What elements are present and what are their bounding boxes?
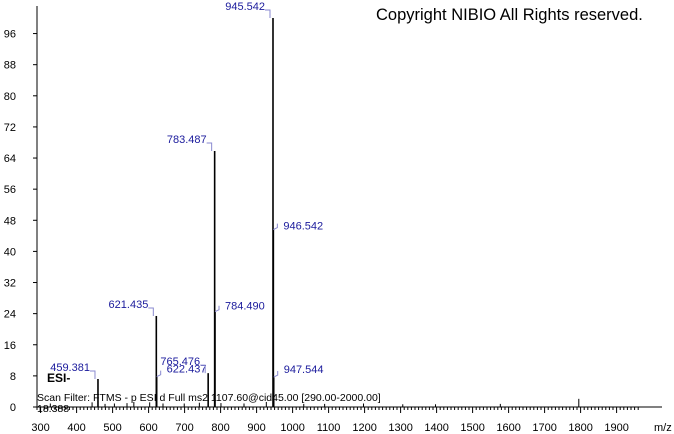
x-tick-label: 800 <box>211 422 229 434</box>
x-tick-label: 1000 <box>280 422 304 434</box>
peak-label-connector <box>156 370 162 378</box>
scan-filter-text: Scan Filter: FTMS - p ESI d Full ms2 110… <box>37 392 381 404</box>
peak-label: 946.542 <box>283 221 323 233</box>
x-tick-label: 1800 <box>568 422 592 434</box>
y-tick-label: 32 <box>4 278 16 290</box>
y-tick-label: 40 <box>4 246 16 258</box>
y-tick-label: 88 <box>4 60 16 72</box>
x-tick-label: 400 <box>67 422 85 434</box>
y-tick-label: 80 <box>4 91 16 103</box>
peak-label: 765.476 <box>160 356 200 368</box>
y-tick-label: 8 <box>10 371 16 383</box>
peak-label-connector <box>264 9 271 18</box>
x-tick-label: 1600 <box>496 422 520 434</box>
x-tick-label: 500 <box>103 422 121 434</box>
x-unit-label: m/z <box>654 422 672 434</box>
peak-label-connector <box>89 370 96 379</box>
x-tick-label: 1400 <box>424 422 448 434</box>
copyright-text: Copyright NIBIO All Rights reserved. <box>376 6 643 24</box>
y-tick-label: 0 <box>10 402 16 414</box>
peak-label-connector <box>200 364 206 374</box>
y-tick-label: 56 <box>4 184 16 196</box>
peak-label-connector <box>273 371 279 378</box>
y-axis-ticks: 0 8 16 24 32 40 48 56 64 72 80 88 96 <box>4 29 37 414</box>
peak-label: 621.435 <box>109 299 149 311</box>
chart-axes <box>36 6 662 408</box>
major-peaks <box>97 18 275 407</box>
y-tick-label: 24 <box>4 309 16 321</box>
y-tick-label: 72 <box>4 122 16 134</box>
y-tick-label: 48 <box>4 215 16 227</box>
x-tick-label: 1300 <box>388 422 412 434</box>
peak-label: 945.542 <box>225 1 265 13</box>
peak-label-connector <box>206 142 213 152</box>
x-tick-label: 900 <box>247 422 265 434</box>
x-tick-label: 300 <box>31 422 49 434</box>
peak-label-connector <box>148 307 154 316</box>
x-axis-ticks: 300 400 500 600 700 800 900 1000 1100 1200 1300 140… <box>31 407 639 434</box>
minor-peaks <box>49 398 580 407</box>
ionization-label: ESI- <box>47 371 70 385</box>
peak-label-connector <box>273 223 278 231</box>
peak-label: 784.490 <box>225 301 265 313</box>
x-tick-label: 1700 <box>532 422 556 434</box>
x-tick-label: 600 <box>139 422 157 434</box>
peak-label: 783.487 <box>167 134 207 146</box>
peak-label-connector <box>214 305 220 313</box>
x-tick-label: 1900 <box>604 422 628 434</box>
y-tick-label: 96 <box>4 29 16 41</box>
y-tick-label: 64 <box>4 153 16 165</box>
peak-label: 947.544 <box>284 364 324 376</box>
minor-annotation: 18.388 <box>37 403 69 415</box>
x-tick-label: 1100 <box>317 422 341 434</box>
x-tick-label: 1500 <box>460 422 484 434</box>
x-tick-label: 700 <box>175 422 193 434</box>
peak-label: 459.381 <box>50 362 90 374</box>
y-tick-label: 16 <box>4 340 16 352</box>
peak-label: 622.437 <box>167 364 207 376</box>
x-tick-label: 1200 <box>352 422 376 434</box>
